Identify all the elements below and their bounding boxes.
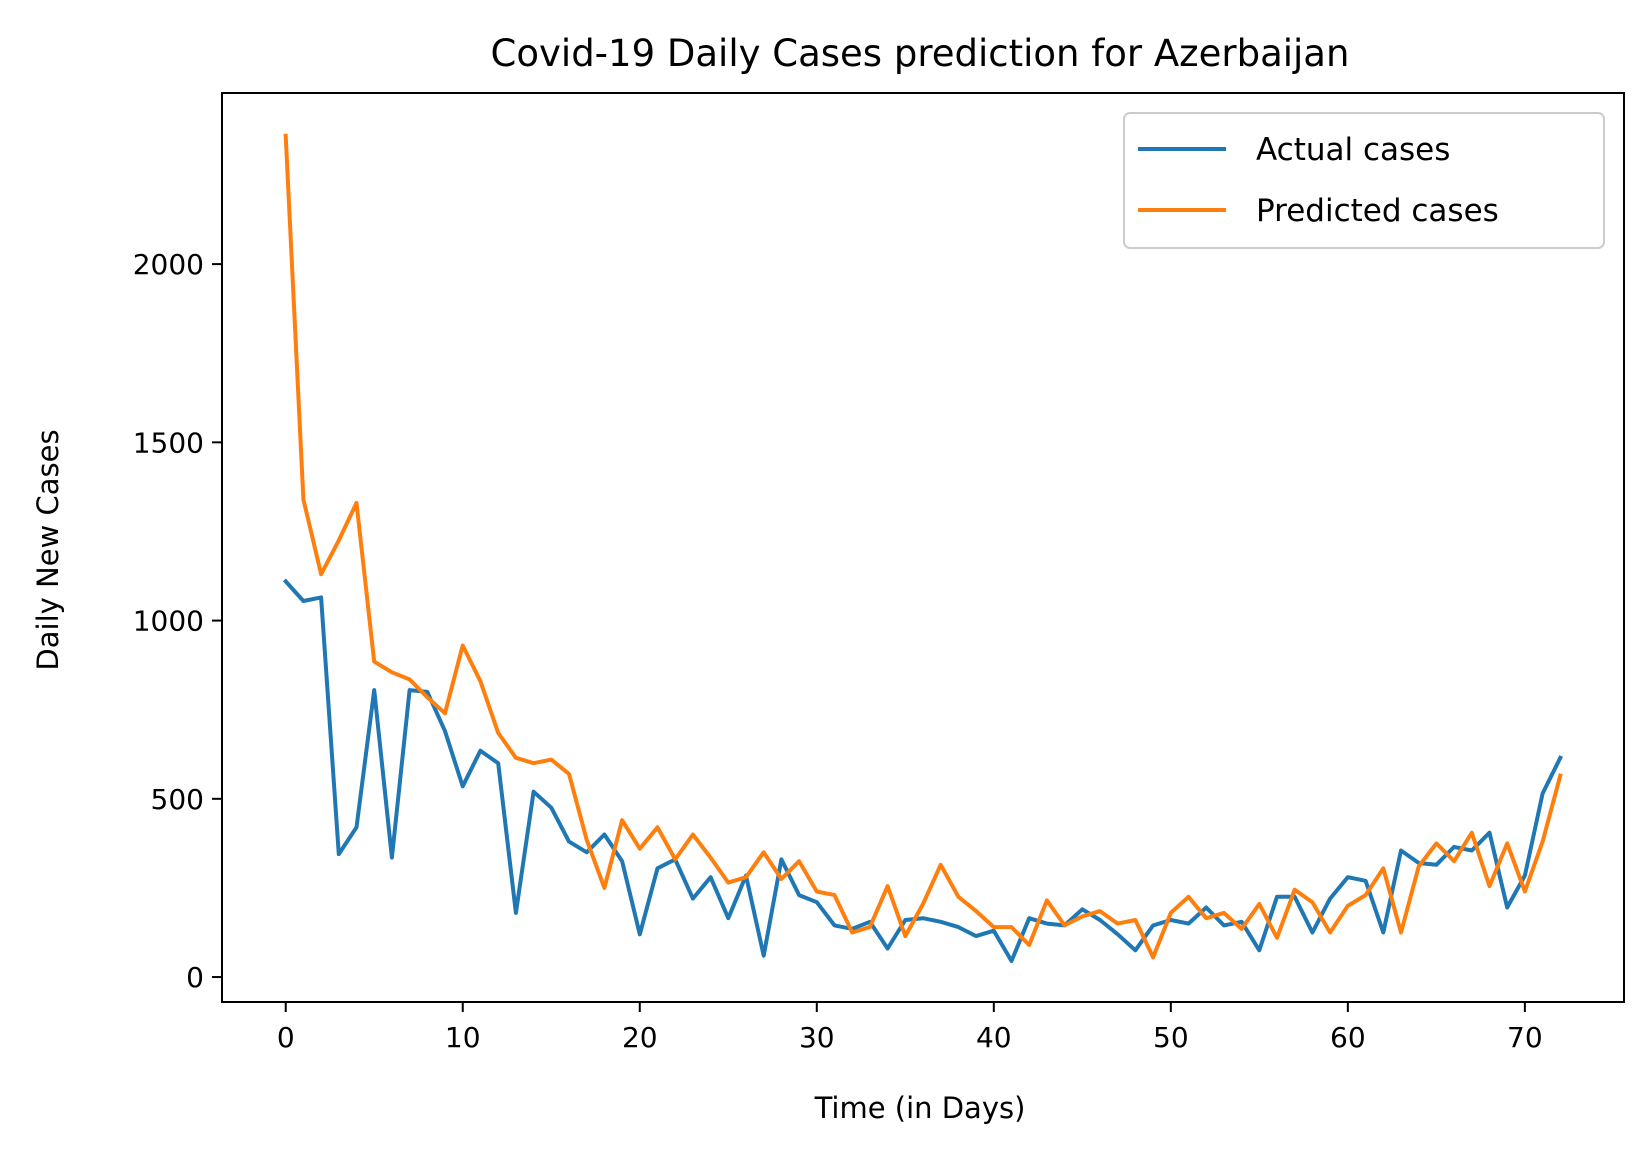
- series-line-actual-cases: [282, 578, 1563, 963]
- x-tick-label: 60: [1330, 1021, 1366, 1054]
- y-tick-label: 500: [151, 783, 204, 816]
- y-tick-label: 1500: [133, 426, 204, 459]
- series-layer: [282, 133, 1563, 963]
- legend: Actual cases Predicted cases: [1123, 112, 1605, 249]
- legend-box: [1123, 112, 1605, 249]
- y-tick-label: 0: [186, 961, 204, 994]
- x-tick-label: 0: [277, 1021, 295, 1054]
- x-tick-label: 10: [445, 1021, 481, 1054]
- legend-label: Actual cases: [1256, 132, 1450, 168]
- x-tick-label: 70: [1507, 1021, 1543, 1054]
- y-tick-label: 2000: [133, 248, 204, 281]
- plot-frame: [221, 92, 1625, 1003]
- y-tick-label: 1000: [133, 605, 204, 638]
- x-tick-label: 40: [976, 1021, 1012, 1054]
- y-axis-label: Daily New Cases: [31, 429, 65, 670]
- chart-title: Covid-19 Daily Cases prediction for Azer…: [491, 32, 1350, 75]
- x-tick-label: 50: [1153, 1021, 1189, 1054]
- series-line-predicted-cases: [283, 133, 1563, 960]
- legend-label: Predicted cases: [1256, 193, 1499, 229]
- y-axis: 0 500 1000 1500 2000: [133, 248, 222, 994]
- x-axis-label: Time (in Days): [814, 1091, 1026, 1125]
- x-axis: 0 10 20 30 40 50 60 70: [277, 1002, 1543, 1054]
- x-tick-label: 20: [622, 1021, 658, 1054]
- x-tick-label: 30: [799, 1021, 835, 1054]
